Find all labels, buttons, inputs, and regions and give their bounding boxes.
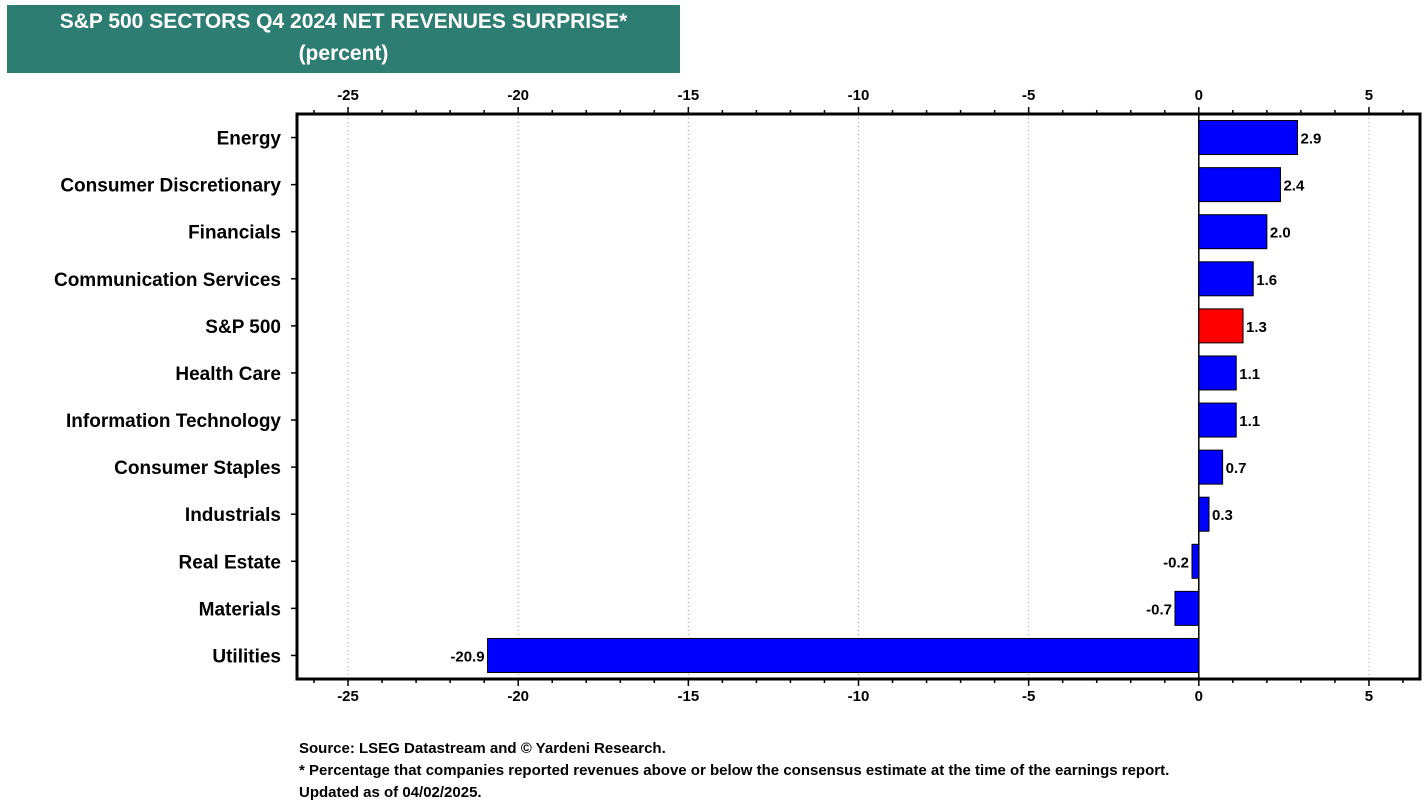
bar-financials: [1199, 215, 1267, 249]
value-label: 2.0: [1270, 225, 1291, 242]
bar-real-estate: [1192, 544, 1199, 578]
bar-health-care: [1199, 356, 1236, 390]
category-label: S&P 500: [205, 317, 281, 338]
bar-chart: Energy Consumer Discretionary Financials Co…: [0, 0, 1427, 730]
x-tick-label-bottom: -10: [848, 688, 870, 705]
bar-consumer-staples: [1199, 450, 1223, 484]
bar-industrials: [1199, 497, 1209, 531]
category-label: Consumer Staples: [114, 458, 281, 479]
value-label: -0.2: [1163, 554, 1189, 571]
category-label: Health Care: [175, 364, 281, 385]
bars: [488, 121, 1298, 673]
value-label: -20.9: [450, 648, 484, 665]
x-tick-label-bottom: -15: [678, 688, 700, 705]
footnotes: Source: LSEG Datastream and © Yardeni Re…: [299, 738, 1169, 804]
category-label: Real Estate: [179, 552, 281, 573]
value-label: 1.6: [1256, 272, 1277, 289]
x-tick-label-top: -10: [848, 87, 870, 104]
category-label: Energy: [217, 129, 282, 150]
x-tick-label-bottom: 0: [1195, 688, 1203, 705]
value-label: 1.1: [1239, 366, 1260, 383]
definition-note: * Percentage that companies reported rev…: [299, 760, 1169, 782]
source-note: Source: LSEG Datastream and © Yardeni Re…: [299, 738, 1169, 760]
value-label: 2.4: [1283, 178, 1305, 195]
category-labels: Energy Consumer Discretionary Financials Co…: [54, 129, 281, 668]
category-label: Utilities: [212, 646, 281, 667]
x-tick-label-top: -25: [337, 87, 359, 104]
value-label: 0.3: [1212, 507, 1233, 524]
bar-s-p-500: [1199, 309, 1243, 343]
category-label: Industrials: [185, 505, 281, 526]
bar-communication-services: [1199, 262, 1253, 296]
x-tick-label-top: 5: [1365, 87, 1373, 104]
x-tick-label-top: -20: [507, 87, 529, 104]
x-tick-label-top: -5: [1022, 87, 1035, 104]
x-tick-label-bottom: -25: [337, 688, 359, 705]
value-label: 2.9: [1300, 131, 1321, 148]
bar-materials: [1175, 591, 1199, 625]
bar-energy: [1199, 121, 1298, 155]
x-tick-label-top: -15: [678, 87, 700, 104]
category-label: Communication Services: [54, 270, 281, 291]
value-label: 0.7: [1226, 460, 1247, 477]
x-tick-label-bottom: 5: [1365, 688, 1373, 705]
bar-utilities: [488, 638, 1199, 672]
category-label: Financials: [188, 223, 281, 244]
value-labels: 2.9 2.4 2.0 1.6 1.3 1.1 1.1 0.7 0.3 -0.2 -0.7 -20.9: [450, 131, 1321, 666]
category-label: Consumer Discretionary: [60, 176, 281, 197]
category-label: Materials: [199, 599, 281, 620]
x-tick-label-top: 0: [1195, 87, 1203, 104]
value-label: 1.1: [1239, 413, 1260, 430]
x-tick-label-bottom: -5: [1022, 688, 1035, 705]
bar-consumer-discretionary: [1199, 168, 1281, 202]
bar-information-technology: [1199, 403, 1236, 437]
x-tick-label-bottom: -20: [507, 688, 529, 705]
updated-note: Updated as of 04/02/2025.: [299, 782, 1169, 804]
value-label: -0.7: [1146, 601, 1172, 618]
category-label: Information Technology: [66, 411, 281, 432]
value-label: 1.3: [1246, 319, 1267, 336]
